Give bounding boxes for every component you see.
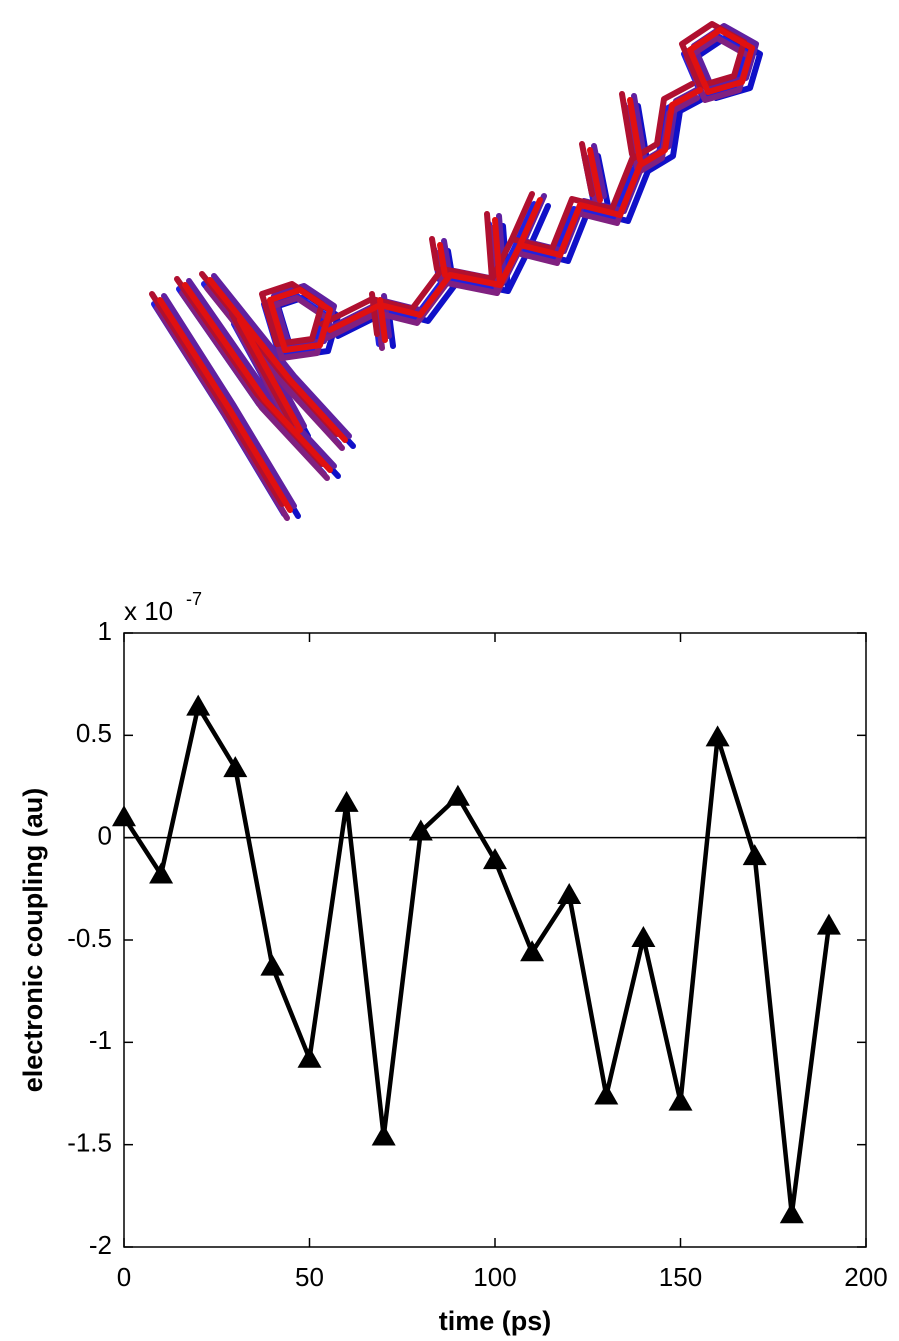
y-tick-label: 0.5 bbox=[76, 718, 112, 748]
x-tick-label: 0 bbox=[117, 1262, 131, 1292]
plot-area bbox=[124, 633, 866, 1247]
y-tick-label: -1 bbox=[89, 1025, 112, 1055]
x-tick-label: 100 bbox=[473, 1262, 516, 1292]
y-tick-label: -2 bbox=[89, 1230, 112, 1260]
figure: time (ps) electronic coupling (au) x 10 … bbox=[0, 0, 899, 1341]
y-axis-label: electronic coupling (au) bbox=[18, 788, 48, 1093]
y-multiplier: x 10 bbox=[124, 596, 173, 626]
y-tick-label: 0 bbox=[98, 821, 112, 851]
x-tick-label: 200 bbox=[844, 1262, 887, 1292]
x-tick-label: 50 bbox=[295, 1262, 324, 1292]
y-multiplier-exponent: -7 bbox=[186, 589, 202, 609]
molecule-image bbox=[152, 24, 760, 518]
y-tick-label: 1 bbox=[98, 616, 112, 646]
x-axis-label: time (ps) bbox=[439, 1306, 552, 1336]
y-tick-label: -1.5 bbox=[67, 1128, 112, 1158]
y-tick-label: -0.5 bbox=[67, 923, 112, 953]
page: {"chart_data": { "type": "line", "x_labe… bbox=[0, 0, 899, 1341]
x-tick-label: 150 bbox=[659, 1262, 702, 1292]
